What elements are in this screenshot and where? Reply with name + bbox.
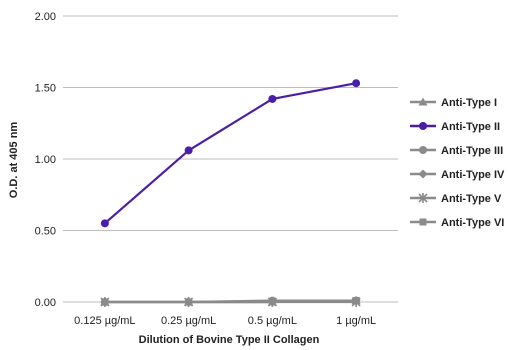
data-point [101,298,109,306]
y-tick-label: 0.00 [35,297,56,309]
legend-marker [418,169,428,179]
legend-entry: Anti-Type I [410,97,497,109]
data-point [100,219,109,228]
series-group [100,79,361,307]
legend-marker [418,193,428,203]
legend-entry: Anti-Type IV [410,169,505,181]
data-point [352,79,361,88]
legend-entry: Anti-Type III [410,145,503,157]
x-tick-label: 0.5 µg/mL [248,315,297,327]
legend-marker [418,97,428,106]
legend-label: Anti-Type V [441,193,502,205]
legend-marker [419,122,427,130]
y-tick-label: 1.50 [35,83,56,95]
grid-lines [63,15,398,303]
legend-label: Anti-Type III [441,145,503,157]
legend-label: Anti-Type IV [441,169,505,181]
x-axis-ticks: 0.125 µg/mL 0.25 µg/mL 0.5 µg/mL 1 µg/mL [74,315,376,327]
data-point [268,94,277,103]
series-anti-type-ii [100,79,361,228]
x-axis-label: Dilution of Bovine Type II Collagen [139,334,320,346]
legend-entry: Anti-Type VI [410,217,504,229]
legend-label: Anti-Type II [441,121,500,133]
legend-label: Anti-Type VI [441,217,504,229]
x-tick-label: 1 µg/mL [336,315,376,327]
data-point [352,297,360,305]
y-axis-label: O.D. at 405 nm [8,122,20,199]
y-tick-label: 1.00 [35,154,56,166]
series-anti-type-vi [101,297,360,306]
legend-entry: Anti-Type V [410,193,502,205]
legend-label: Anti-Type I [441,97,497,109]
x-tick-label: 0.125 µg/mL [74,315,135,327]
y-axis-ticks: 0.00 0.50 1.00 1.50 2.00 [35,11,56,309]
series-line [104,82,357,225]
legend-marker [419,146,427,154]
data-point [268,298,276,306]
legend-entry: Anti-Type II [410,121,500,133]
legend-marker [419,218,427,226]
y-tick-label: 0.50 [35,226,56,238]
x-tick-label: 0.25 µg/mL [161,315,216,327]
legend: Anti-Type I Anti-Type II Anti-Type III Anti… [410,97,505,229]
data-point [185,298,193,306]
data-point [184,146,193,155]
series-line [104,299,357,304]
y-tick-label: 2.00 [35,11,56,23]
